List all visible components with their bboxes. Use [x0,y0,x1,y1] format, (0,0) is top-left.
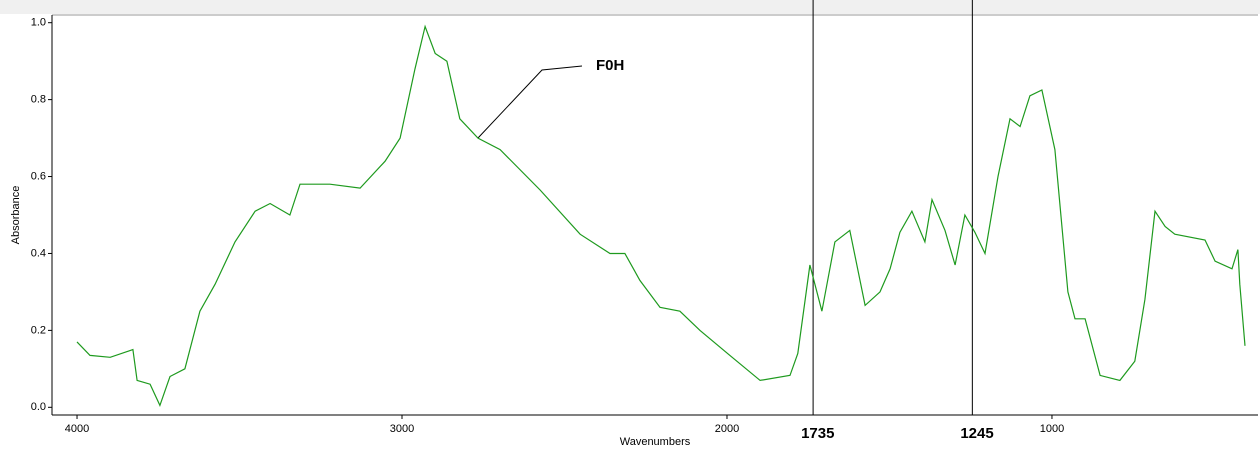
marker-label: 1245 [960,425,993,442]
y-tick-label: 0.8 [31,94,46,106]
y-tick-label: 1.0 [31,17,46,29]
x-axis-label: Wavenumbers [620,436,691,448]
x-tick-label: 4000 [65,423,89,435]
top-band [0,0,1260,14]
y-tick-label: 0.6 [31,170,46,182]
x-tick-label: 2000 [715,423,739,435]
spectrum-line [76,24,1246,407]
y-tick-label: 0.4 [31,247,46,259]
x-tick-label: 1000 [1040,423,1064,435]
y-axis-label: Absorbance [10,186,22,245]
annotation: F0H [596,57,624,74]
annotation-leader [477,65,583,139]
marker-label: 1735 [801,425,834,442]
x-tick-label: 3000 [390,423,414,435]
y-tick-label: 0.0 [31,401,46,413]
y-tick-label: 0.2 [31,324,46,336]
